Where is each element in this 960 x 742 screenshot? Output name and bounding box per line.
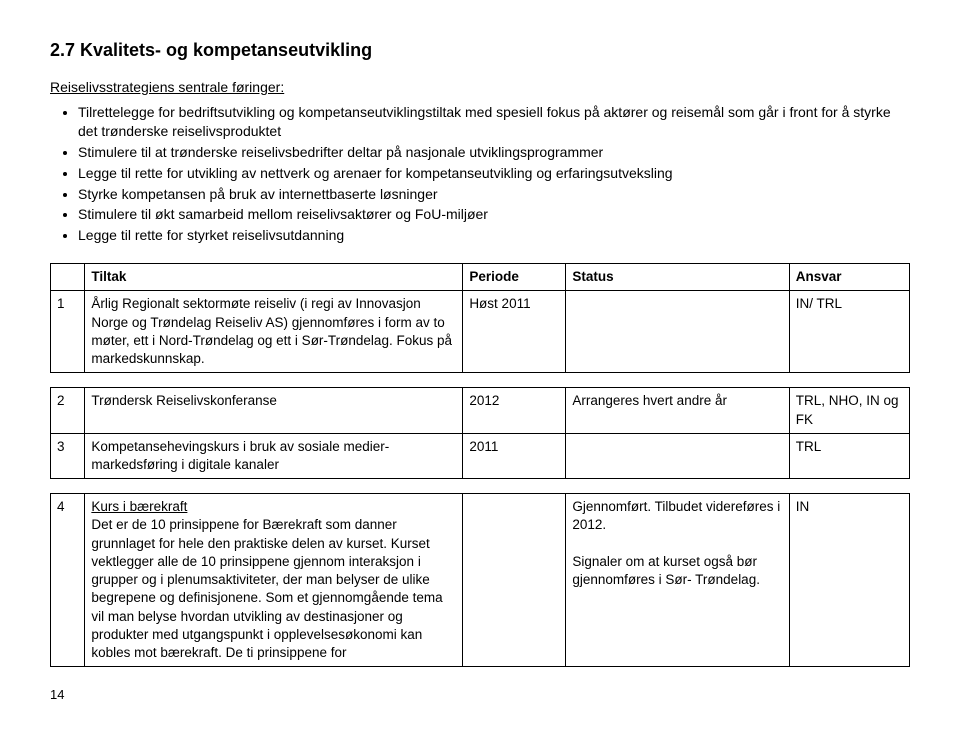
cell-periode: Høst 2011 — [463, 291, 566, 373]
table-row: 3 Kompetansehevingskurs i bruk av sosial… — [51, 433, 910, 478]
col-tiltak: Tiltak — [85, 264, 463, 291]
cell-num: 3 — [51, 433, 85, 478]
cell-ansvar: TRL — [789, 433, 909, 478]
page-number: 14 — [50, 687, 910, 702]
section-heading: 2.7 Kvalitets- og kompetanseutvikling — [50, 40, 910, 61]
bullet-item: Legge til rette for styrket reiselivsutd… — [78, 226, 910, 245]
tiltak-table-1: Tiltak Periode Status Ansvar 1 Årlig Reg… — [50, 263, 910, 373]
tiltak-table-2: 2 Trøndersk Reiselivskonferanse 2012 Arr… — [50, 387, 910, 479]
table-row: 1 Årlig Regionalt sektormøte reiseliv (i… — [51, 291, 910, 373]
cell-tiltak: Trøndersk Reiselivskonferanse — [85, 388, 463, 433]
cell-status: Arrangeres hvert andre år — [566, 388, 789, 433]
cell-ansvar: TRL, NHO, IN og FK — [789, 388, 909, 433]
cell-tiltak: Kurs i bærekraft Det er de 10 prinsippen… — [85, 494, 463, 667]
col-ansvar: Ansvar — [789, 264, 909, 291]
bullet-item: Styrke kompetansen på bruk av internettb… — [78, 185, 910, 204]
col-num — [51, 264, 85, 291]
bullet-item: Tilrettelegge for bedriftsutvikling og k… — [78, 103, 910, 141]
cell-tiltak: Kompetansehevingskurs i bruk av sosiale … — [85, 433, 463, 478]
col-periode: Periode — [463, 264, 566, 291]
status-line-b: Signaler om at kurset også bør gjennomfø… — [572, 554, 760, 587]
bullet-list: Tilrettelegge for bedriftsutvikling og k… — [50, 103, 910, 245]
cell-ansvar: IN — [789, 494, 909, 667]
cell-periode: 2011 — [463, 433, 566, 478]
tiltak-title: Kurs i bærekraft — [91, 499, 187, 514]
table-row: 2 Trøndersk Reiselivskonferanse 2012 Arr… — [51, 388, 910, 433]
status-line-a: Gjennomført. Tilbudet videreføres i 2012… — [572, 499, 780, 532]
table-header-row: Tiltak Periode Status Ansvar — [51, 264, 910, 291]
bullet-item: Stimulere til økt samarbeid mellom reise… — [78, 205, 910, 224]
cell-tiltak: Årlig Regionalt sektormøte reiseliv (i r… — [85, 291, 463, 373]
intro-label: Reiselivsstrategiens sentrale føringer: — [50, 79, 910, 95]
bullet-item: Legge til rette for utvikling av nettver… — [78, 164, 910, 183]
table-row: 4 Kurs i bærekraft Det er de 10 prinsipp… — [51, 494, 910, 667]
cell-num: 1 — [51, 291, 85, 373]
tiltak-table-3: 4 Kurs i bærekraft Det er de 10 prinsipp… — [50, 493, 910, 667]
cell-periode — [463, 494, 566, 667]
bullet-item: Stimulere til at trønderske reiselivsbed… — [78, 143, 910, 162]
cell-status — [566, 433, 789, 478]
cell-status: Gjennomført. Tilbudet videreføres i 2012… — [566, 494, 789, 667]
cell-num: 4 — [51, 494, 85, 667]
cell-num: 2 — [51, 388, 85, 433]
cell-periode: 2012 — [463, 388, 566, 433]
cell-ansvar: IN/ TRL — [789, 291, 909, 373]
col-status: Status — [566, 264, 789, 291]
cell-status — [566, 291, 789, 373]
